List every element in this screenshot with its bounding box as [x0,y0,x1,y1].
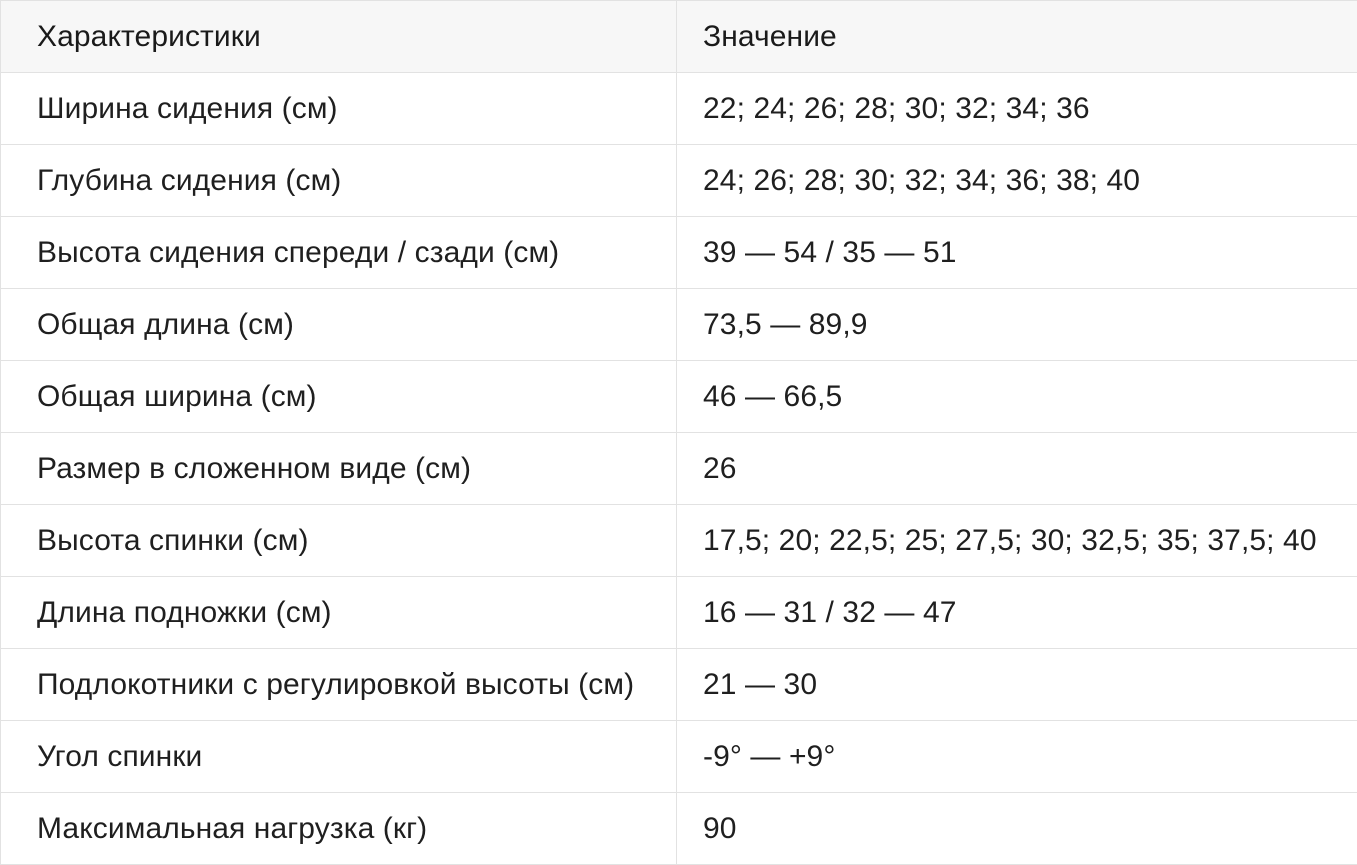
header-value: Значение [677,1,1357,73]
row-value: 73,5 — 89,9 [677,289,1357,361]
table-row: Глубина сидения (см) 24; 26; 28; 30; 32;… [1,145,1357,217]
row-value: -9° — +9° [677,721,1357,793]
row-name: Ширина сидения (см) [1,73,677,145]
table-row: Размер в сложенном виде (см) 26 [1,433,1357,505]
table-row: Максимальная нагрузка (кг) 90 [1,793,1357,865]
table-row: Ширина сидения (см) 22; 24; 26; 28; 30; … [1,73,1357,145]
row-value: 22; 24; 26; 28; 30; 32; 34; 36 [677,73,1357,145]
row-value: 17,5; 20; 22,5; 25; 27,5; 30; 32,5; 35; … [677,505,1357,577]
row-name: Общая длина (см) [1,289,677,361]
table-row: Высота сидения спереди / сзади (см) 39 —… [1,217,1357,289]
row-name: Длина подножки (см) [1,577,677,649]
table-header: Характеристики Значение [1,1,1357,73]
row-name: Подлокотники с регулировкой высоты (см) [1,649,677,721]
row-name: Угол спинки [1,721,677,793]
row-value: 16 — 31 / 32 — 47 [677,577,1357,649]
row-name: Максимальная нагрузка (кг) [1,793,677,865]
row-value: 26 [677,433,1357,505]
table-row: Подлокотники с регулировкой высоты (см) … [1,649,1357,721]
row-value: 21 — 30 [677,649,1357,721]
table-row: Угол спинки -9° — +9° [1,721,1357,793]
row-value: 24; 26; 28; 30; 32; 34; 36; 38; 40 [677,145,1357,217]
table-row: Общая длина (см) 73,5 — 89,9 [1,289,1357,361]
table-row: Высота спинки (см) 17,5; 20; 22,5; 25; 2… [1,505,1357,577]
row-name: Высота спинки (см) [1,505,677,577]
table-body: Ширина сидения (см) 22; 24; 26; 28; 30; … [1,73,1357,865]
row-name: Высота сидения спереди / сзади (см) [1,217,677,289]
row-value: 46 — 66,5 [677,361,1357,433]
header-row: Характеристики Значение [1,1,1357,73]
table-row: Общая ширина (см) 46 — 66,5 [1,361,1357,433]
row-name: Общая ширина (см) [1,361,677,433]
row-value: 39 — 54 / 35 — 51 [677,217,1357,289]
row-value: 90 [677,793,1357,865]
header-characteristic: Характеристики [1,1,677,73]
row-name: Размер в сложенном виде (см) [1,433,677,505]
table-row: Длина подножки (см) 16 — 31 / 32 — 47 [1,577,1357,649]
row-name: Глубина сидения (см) [1,145,677,217]
